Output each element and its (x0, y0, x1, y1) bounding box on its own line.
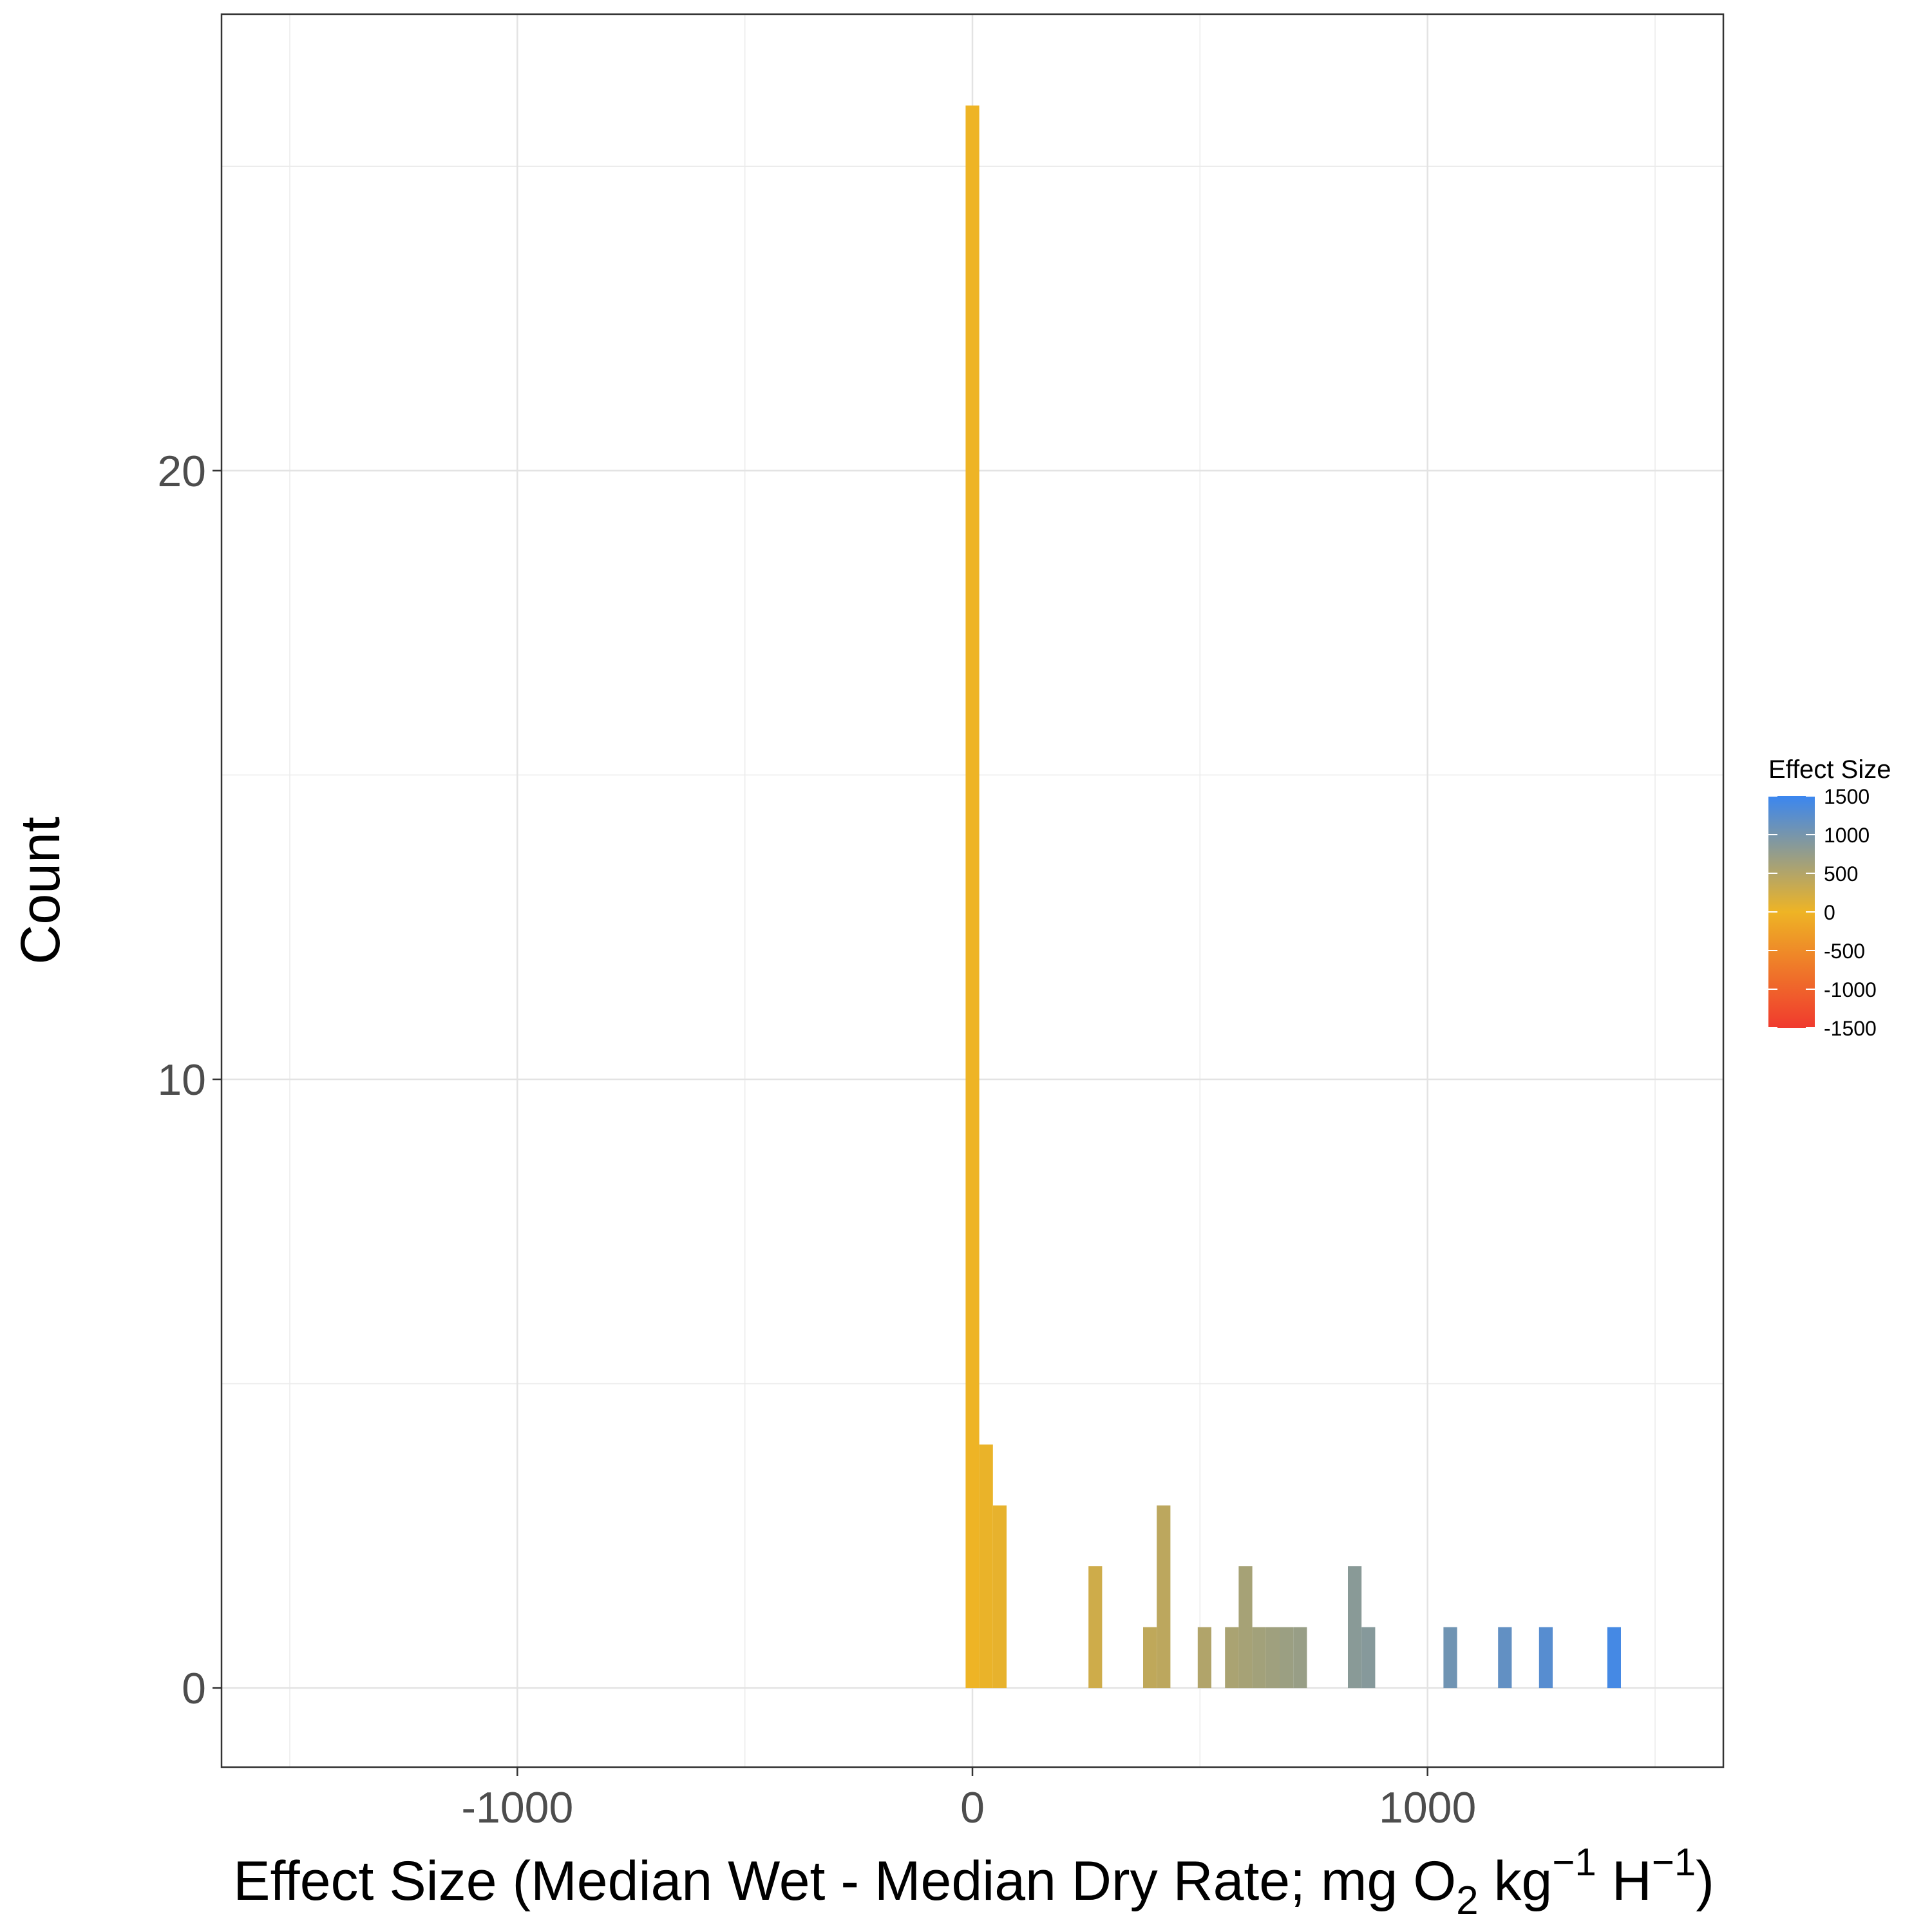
histogram-bar (1225, 1627, 1239, 1689)
legend-break-label: 1000 (1824, 824, 1870, 847)
legend-break-label: 1500 (1824, 785, 1870, 808)
histogram-bar (1238, 1566, 1253, 1689)
y-tick-label: 20 (157, 447, 206, 496)
y-tick-label: 0 (182, 1664, 206, 1713)
histogram-bar (979, 1444, 993, 1689)
x-axis-ticks: -1000 0 1000 (461, 1767, 1476, 1832)
color-legend: Effect Size 1500 1000 500 0 -500 -1000 -1500 (1768, 755, 1891, 1040)
histogram-bar (1539, 1627, 1553, 1689)
histogram-bar (1280, 1627, 1294, 1689)
histogram-bars (965, 105, 1621, 1689)
x-tick-label: 1000 (1379, 1783, 1476, 1832)
y-axis-ticks: 0 10 20 (157, 447, 222, 1713)
histogram-bar (1498, 1627, 1512, 1689)
legend-title: Effect Size (1768, 755, 1891, 784)
histogram-bar (1265, 1627, 1280, 1689)
x-tick-label: -1000 (461, 1783, 573, 1832)
histogram-bar (1348, 1566, 1362, 1689)
histogram-bar (1293, 1627, 1307, 1689)
y-axis-title: Count (10, 817, 71, 965)
histogram-bar (1252, 1627, 1266, 1689)
legend-break-label: 0 (1824, 901, 1835, 924)
x-axis-title: Effect Size (Median Wet - Median Dry Rat… (233, 1841, 1714, 1923)
y-tick-label: 10 (157, 1056, 206, 1104)
legend-break-label: -1500 (1824, 1017, 1877, 1040)
legend-ticks: 1500 1000 500 0 -500 -1000 -1500 (1768, 785, 1877, 1040)
legend-break-label: -1000 (1824, 978, 1877, 1001)
x-tick-label: 0 (960, 1783, 985, 1832)
histogram-bar (1443, 1627, 1457, 1689)
histogram-bar (1607, 1627, 1621, 1689)
histogram-bar (1197, 1627, 1211, 1689)
histogram-bar (992, 1505, 1007, 1689)
histogram-bar (1361, 1627, 1376, 1689)
histogram-bar (1157, 1505, 1171, 1689)
histogram-bar (1143, 1627, 1157, 1689)
histogram-bar (965, 105, 980, 1689)
histogram-bar (1088, 1566, 1103, 1689)
legend-break-label: -500 (1824, 940, 1865, 963)
legend-break-label: 500 (1824, 862, 1858, 886)
